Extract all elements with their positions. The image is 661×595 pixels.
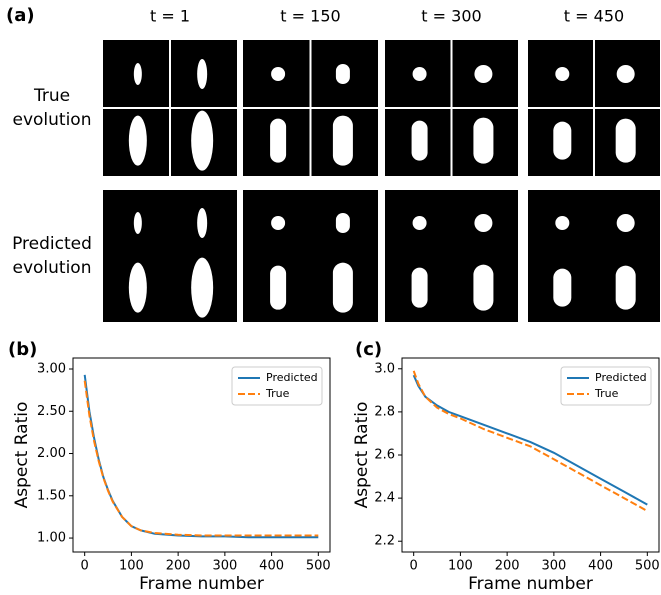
y-tick-label: 2.50 (37, 404, 66, 419)
y-tick-label: 3.0 (374, 361, 395, 376)
droplet (128, 115, 147, 166)
droplet (271, 67, 286, 81)
droplet (191, 110, 214, 171)
droplet (412, 67, 427, 81)
droplet (615, 118, 636, 163)
x-tick-label: 100 (119, 559, 144, 574)
legend-label: True (265, 387, 290, 400)
line-series (83, 380, 319, 537)
legend-box (560, 366, 652, 406)
droplet (555, 216, 570, 230)
droplet (553, 268, 572, 307)
droplet (133, 212, 142, 234)
column-header: t = 1 (150, 7, 190, 26)
droplet (335, 64, 350, 84)
y-axis-label: Aspect Ratio (12, 402, 32, 509)
droplet (270, 118, 287, 163)
y-tick-label: 2.8 (374, 404, 395, 419)
x-tick-label: 400 (259, 559, 284, 574)
droplet (411, 120, 428, 161)
column-header: t = 150 (280, 7, 340, 26)
droplet (335, 213, 350, 233)
droplet (473, 117, 494, 164)
column-header: t = 300 (421, 7, 481, 26)
droplet (411, 267, 428, 308)
panel-label: (c) (355, 339, 382, 360)
droplet (555, 67, 570, 81)
x-tick-label: 0 (410, 559, 418, 574)
droplet (133, 63, 142, 85)
panel-label: (b) (8, 339, 37, 360)
legend-box (231, 366, 323, 406)
droplet (615, 265, 636, 310)
x-tick-label: 0 (81, 559, 89, 574)
row-label: evolution (13, 258, 92, 278)
panel-label: (a) (6, 5, 35, 26)
image-panel (528, 190, 660, 322)
y-tick-label: 2.00 (37, 446, 66, 461)
droplet (332, 262, 353, 313)
y-tick-label: 2.4 (374, 491, 395, 506)
image-panel (103, 190, 237, 322)
x-tick-label: 200 (166, 559, 191, 574)
droplet (197, 59, 208, 89)
row-label: Predicted (12, 234, 92, 254)
y-tick-label: 3.00 (37, 361, 66, 376)
column-header: t = 450 (564, 7, 624, 26)
x-tick-label: 500 (306, 559, 331, 574)
x-axis-label: Frame number (468, 574, 593, 594)
x-axis-label: Frame number (139, 574, 264, 594)
legend-label: True (594, 387, 619, 400)
droplet (128, 262, 147, 313)
row-label: True (33, 86, 70, 106)
x-tick-label: 100 (448, 559, 473, 574)
y-axis-label: Aspect Ratio (352, 402, 372, 509)
y-tick-label: 1.00 (37, 531, 66, 546)
droplet (474, 214, 493, 232)
image-panel (243, 190, 378, 322)
y-tick-label: 1.50 (37, 488, 66, 503)
x-tick-label: 300 (541, 559, 566, 574)
droplet (553, 121, 572, 160)
droplet (271, 216, 286, 230)
droplet (474, 65, 493, 83)
x-tick-label: 300 (212, 559, 237, 574)
image-panel (385, 190, 518, 322)
legend-label: Predicted (595, 371, 647, 384)
y-tick-label: 2.6 (374, 448, 395, 463)
droplet (332, 115, 353, 166)
droplet (270, 265, 287, 310)
legend-label: Predicted (266, 371, 318, 384)
row-label: evolution (13, 110, 92, 130)
x-tick-label: 500 (635, 559, 660, 574)
x-tick-label: 400 (588, 559, 613, 574)
line-series (412, 370, 648, 512)
axes-frame (72, 357, 331, 553)
droplet (191, 257, 214, 318)
droplet (473, 264, 494, 311)
droplet (197, 208, 208, 238)
droplet (412, 216, 427, 230)
axes-frame (401, 357, 660, 553)
droplet (616, 65, 635, 83)
droplet (616, 214, 635, 232)
x-tick-label: 200 (495, 559, 520, 574)
y-tick-label: 2.2 (374, 534, 395, 549)
